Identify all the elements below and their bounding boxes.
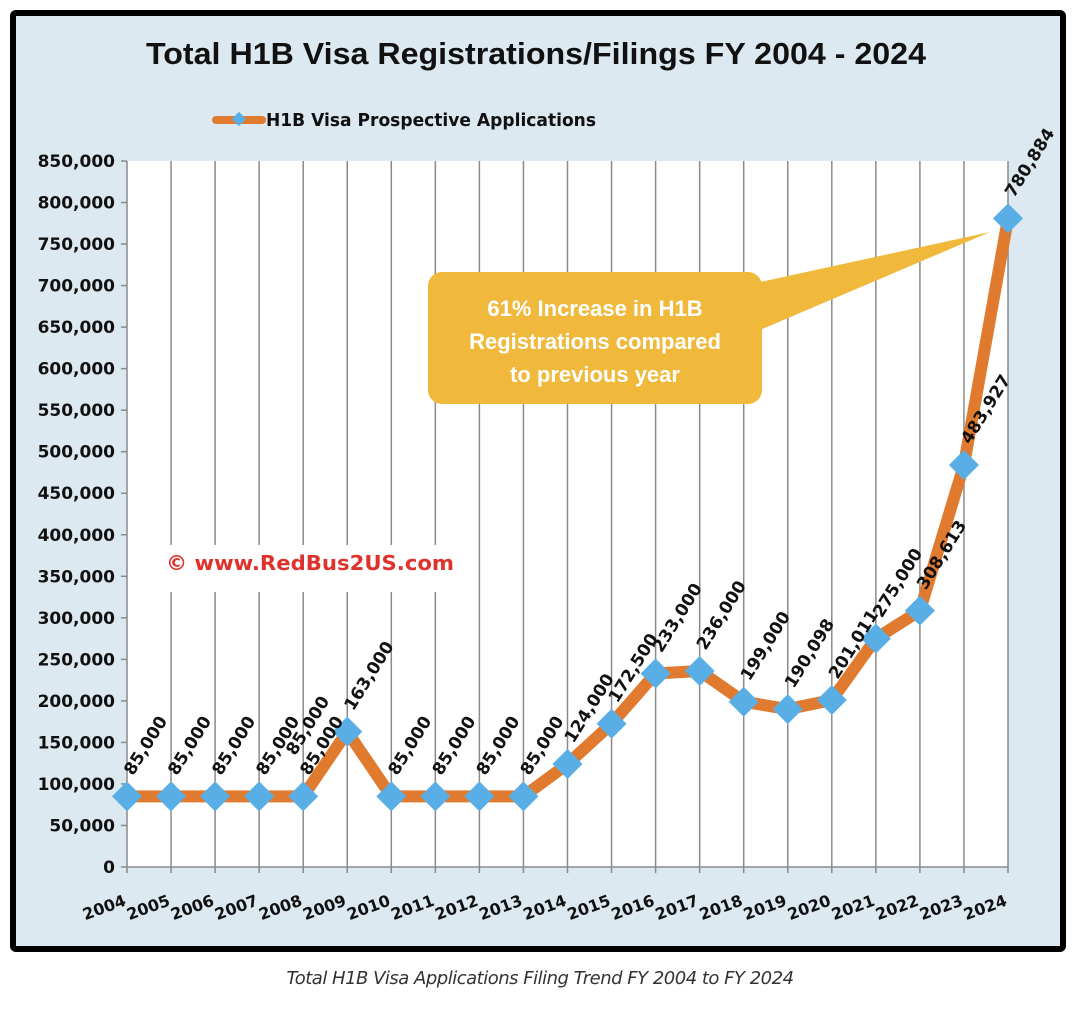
- data-point-marker: [112, 781, 142, 812]
- y-tick-label: 200,000: [38, 692, 116, 712]
- line-chart: Total H1B Visa Registrations/Filings FY …: [38, 36, 1060, 924]
- y-tick-label: 800,000: [38, 194, 116, 214]
- x-tick-label: 2022: [873, 891, 921, 924]
- callout-line-3: to previous year: [510, 362, 680, 387]
- data-label: 780,884: [1001, 125, 1059, 201]
- data-point-marker: [332, 716, 363, 747]
- data-point-marker: [596, 708, 627, 739]
- y-tick-label: 650,000: [38, 318, 116, 338]
- legend: H1B Visa Prospective Applications: [212, 110, 596, 131]
- y-tick-label: 550,000: [38, 401, 116, 421]
- data-point-marker: [993, 203, 1023, 234]
- data-point-marker: [376, 781, 407, 812]
- series-h1b: [112, 203, 1023, 812]
- x-tick-label: 2011: [388, 891, 436, 924]
- x-tick-label: 2009: [300, 891, 348, 924]
- x-tick-label: 2020: [785, 891, 833, 924]
- x-tick-label: 2008: [256, 891, 304, 924]
- x-tick-label: 2017: [653, 891, 701, 924]
- data-point-marker: [420, 781, 451, 812]
- x-tick-label: 2006: [168, 891, 216, 924]
- y-tick-label: 50,000: [49, 816, 115, 836]
- callout-line-1: 61% Increase in H1B: [487, 296, 702, 321]
- callout-line-2: Registrations compared: [469, 329, 721, 354]
- data-point-marker: [728, 686, 759, 717]
- data-point-marker: [508, 781, 539, 812]
- data-point-marker: [860, 623, 891, 654]
- data-point-marker: [640, 658, 671, 689]
- watermark: © www.RedBus2US.com: [166, 551, 454, 575]
- y-axis: 0 50,000 100,000 150,000 200,000 250,000 300,0…: [38, 152, 128, 878]
- y-tick-label: 400,000: [38, 526, 116, 546]
- chart-title: Total H1B Visa Registrations/Filings FY …: [146, 36, 927, 71]
- y-tick-label: 500,000: [38, 443, 116, 463]
- y-tick-label: 100,000: [38, 775, 116, 795]
- y-tick-label: 600,000: [38, 360, 116, 380]
- x-tick-label: 2018: [697, 891, 745, 924]
- legend-label: H1B Visa Prospective Applications: [266, 110, 596, 131]
- x-tick-label: 2012: [432, 891, 480, 924]
- data-point-marker: [772, 694, 803, 725]
- annotation-callout: 61% Increase in H1B Registrations compar…: [428, 232, 990, 404]
- data-point-marker: [948, 450, 979, 481]
- data-point-marker: [464, 781, 495, 812]
- figure-caption: Total H1B Visa Applications Filing Trend…: [286, 968, 794, 989]
- x-tick-label: 2013: [476, 891, 524, 924]
- y-tick-label: 250,000: [38, 650, 116, 670]
- callout-box: [428, 272, 762, 404]
- y-tick-label: 450,000: [38, 484, 116, 504]
- x-tick-label: 2015: [565, 891, 613, 924]
- x-tick-label: 2024: [961, 891, 1009, 924]
- y-tick-label: 0: [103, 858, 115, 878]
- data-point-marker: [200, 781, 231, 812]
- x-tick-label: 2014: [521, 891, 569, 924]
- data-point-marker: [552, 749, 583, 780]
- data-point-marker: [288, 781, 319, 812]
- x-tick-label: 2019: [741, 891, 789, 924]
- x-tick-label: 2021: [829, 891, 877, 924]
- x-tick-label: 2004: [80, 891, 128, 924]
- y-tick-label: 700,000: [38, 277, 116, 297]
- data-point-marker: [156, 781, 187, 812]
- x-tick-label: 2023: [917, 891, 965, 924]
- x-tick-label: 2007: [212, 891, 260, 924]
- y-tick-label: 350,000: [38, 567, 116, 587]
- y-tick-label: 850,000: [38, 152, 116, 172]
- x-tick-label: 2016: [609, 891, 657, 924]
- data-point-marker: [684, 655, 715, 686]
- data-point-marker: [904, 595, 935, 626]
- y-tick-label: 300,000: [38, 609, 116, 629]
- y-tick-label: 750,000: [38, 235, 116, 255]
- callout-pointer: [760, 232, 990, 330]
- x-tick-label: 2005: [124, 891, 172, 924]
- data-point-marker: [244, 781, 275, 812]
- data-point-marker: [816, 685, 847, 716]
- x-axis: 2004200520062007200820092010201120122013…: [80, 866, 1009, 924]
- x-tick-label: 2010: [344, 891, 392, 924]
- y-tick-label: 150,000: [38, 733, 116, 753]
